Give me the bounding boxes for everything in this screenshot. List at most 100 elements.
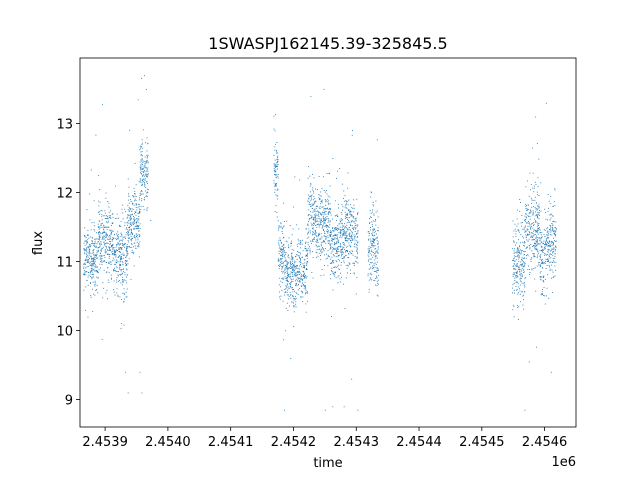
data-point — [284, 275, 286, 277]
data-point — [340, 218, 342, 220]
data-point — [319, 211, 320, 213]
data-point — [133, 204, 135, 206]
data-point — [541, 236, 543, 238]
data-point — [84, 249, 86, 251]
data-point-outlier — [115, 185, 117, 187]
data-point — [537, 205, 539, 207]
data-point — [300, 247, 302, 249]
data-point — [101, 209, 103, 211]
data-point — [118, 250, 120, 252]
data-point — [287, 272, 289, 274]
data-point — [100, 250, 102, 252]
data-point — [115, 246, 117, 248]
data-point — [114, 254, 116, 255]
data-point — [537, 254, 539, 256]
data-point — [282, 278, 284, 280]
data-point — [88, 245, 90, 247]
data-point — [342, 225, 344, 227]
data-point — [128, 202, 130, 204]
data-point — [531, 206, 533, 208]
data-point — [330, 234, 331, 236]
data-point — [317, 255, 319, 257]
data-point — [146, 155, 148, 157]
data-point — [320, 220, 322, 222]
data-point — [524, 221, 526, 223]
data-point — [126, 252, 128, 254]
data-point — [135, 212, 137, 213]
x-tick-label: 2.4543 — [334, 435, 380, 450]
data-point — [336, 236, 338, 238]
data-point — [534, 181, 536, 183]
data-point — [549, 219, 551, 221]
data-point — [118, 256, 120, 257]
data-point — [521, 259, 522, 261]
data-point — [286, 264, 288, 266]
data-point — [292, 301, 294, 303]
data-point — [343, 231, 345, 233]
data-point — [311, 216, 313, 218]
data-point — [319, 217, 321, 219]
data-point — [345, 227, 347, 229]
data-point — [539, 240, 541, 242]
data-point — [522, 274, 523, 276]
data-point — [537, 233, 539, 235]
data-point — [292, 273, 294, 275]
data-point — [100, 261, 101, 263]
data-point — [320, 237, 322, 239]
data-point — [144, 166, 146, 168]
data-point — [548, 245, 550, 246]
data-point — [292, 281, 294, 283]
data-point — [122, 282, 124, 284]
data-point — [517, 230, 519, 232]
data-point — [281, 252, 283, 254]
data-point — [541, 241, 543, 243]
data-point — [346, 240, 348, 242]
data-point — [519, 293, 521, 295]
data-point — [515, 233, 517, 235]
data-point — [306, 255, 308, 257]
data-point — [133, 218, 135, 220]
data-point — [146, 181, 148, 183]
data-point — [530, 228, 532, 230]
data-point — [525, 207, 527, 209]
data-point — [315, 219, 317, 221]
data-point — [127, 205, 129, 207]
data-point — [292, 263, 293, 265]
data-point — [328, 220, 329, 222]
data-point — [297, 277, 299, 278]
data-point — [120, 264, 121, 266]
data-point — [554, 227, 556, 229]
data-point — [297, 278, 299, 280]
data-point — [107, 215, 108, 217]
data-point — [512, 220, 514, 222]
data-point — [93, 229, 95, 230]
data-point — [292, 298, 294, 300]
data-point — [96, 270, 97, 272]
data-point — [106, 218, 108, 220]
data-point — [302, 285, 304, 287]
data-point — [103, 228, 105, 230]
data-point — [87, 254, 89, 256]
data-point — [512, 309, 514, 311]
data-point — [336, 177, 338, 179]
data-point — [529, 247, 531, 249]
data-point — [287, 256, 289, 258]
data-point — [529, 231, 530, 233]
data-point — [518, 258, 520, 260]
data-point-outlier — [274, 130, 276, 132]
data-point — [139, 212, 140, 214]
data-point — [120, 270, 122, 272]
data-point — [99, 244, 101, 246]
data-point — [96, 238, 98, 240]
data-point — [274, 149, 276, 151]
data-point — [316, 235, 317, 237]
data-point — [90, 294, 92, 296]
data-point — [106, 289, 108, 291]
data-point — [547, 258, 549, 260]
data-point — [282, 248, 284, 250]
data-point — [372, 239, 374, 241]
data-point — [517, 252, 519, 254]
data-point — [91, 222, 93, 224]
data-point — [146, 210, 148, 212]
data-point — [524, 231, 526, 233]
